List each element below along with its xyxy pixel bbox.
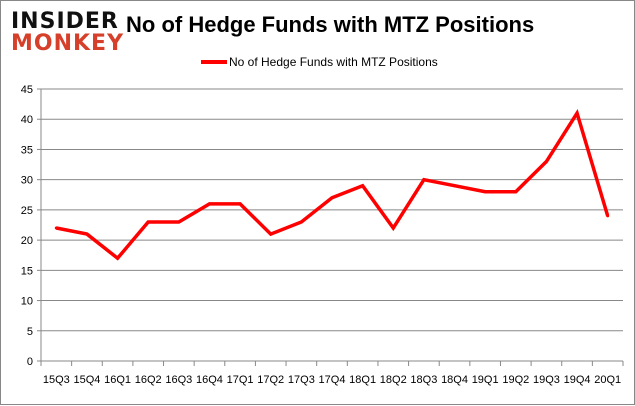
y-tick-label: 20 — [21, 235, 33, 247]
y-tick-label: 30 — [21, 175, 33, 187]
y-tick-label: 15 — [21, 265, 33, 277]
data-point — [514, 190, 518, 194]
x-tick-label: 17Q2 — [257, 374, 284, 386]
x-tick-label: 18Q3 — [410, 374, 437, 386]
legend: No of Hedge Funds with MTZ Positions — [201, 55, 438, 69]
data-point — [422, 178, 426, 182]
x-tick-label: 16Q3 — [165, 374, 192, 386]
x-tick-label: 17Q1 — [227, 374, 254, 386]
data-point — [606, 214, 610, 218]
legend-swatch — [201, 60, 227, 64]
series-line — [55, 108, 610, 261]
insider-monkey-logo: INSIDER MONKEY — [11, 9, 125, 56]
y-tick-label: 25 — [21, 205, 33, 217]
y-tick-label: 10 — [21, 296, 33, 308]
data-point — [330, 196, 334, 200]
chart-title: No of Hedge Funds with MTZ Positions — [126, 12, 535, 37]
x-tick-label: 15Q3 — [43, 374, 70, 386]
x-tick-label: 19Q1 — [472, 374, 499, 386]
data-point — [391, 226, 395, 230]
data-point — [453, 184, 457, 188]
legend-label: No of Hedge Funds with MTZ Positions — [229, 55, 438, 69]
y-tick-label: 5 — [27, 326, 33, 338]
x-tick-label: 20Q1 — [594, 374, 621, 386]
data-point — [361, 184, 365, 188]
y-tick-label: 45 — [21, 84, 33, 96]
data-point — [544, 160, 548, 164]
x-tick-label: 19Q2 — [502, 374, 529, 386]
x-tick-label: 16Q1 — [104, 374, 131, 386]
data-point — [575, 111, 579, 115]
data-point — [207, 202, 211, 206]
y-tick-label: 35 — [21, 144, 33, 156]
logo-line2: MONKEY — [11, 31, 125, 56]
data-point — [299, 220, 303, 224]
data-point — [54, 226, 58, 230]
x-tick-label: 19Q4 — [564, 374, 591, 386]
y-tick-label: 0 — [27, 356, 33, 368]
x-tick-label: 19Q3 — [533, 374, 560, 386]
x-tick-label: 15Q4 — [73, 374, 100, 386]
data-point — [238, 202, 242, 206]
data-point — [177, 220, 181, 224]
data-point — [85, 232, 89, 236]
x-tick-label: 18Q1 — [349, 374, 376, 386]
x-tick-label: 16Q4 — [196, 374, 223, 386]
y-tick-label: 40 — [21, 114, 33, 126]
x-tick-label: 18Q2 — [380, 374, 407, 386]
data-point — [116, 256, 120, 260]
x-tick-label: 18Q4 — [441, 374, 468, 386]
data-point — [483, 190, 487, 194]
x-tick-label: 16Q2 — [135, 374, 162, 386]
x-tick-label: 17Q4 — [319, 374, 346, 386]
data-point — [269, 232, 273, 236]
logo-line1: INSIDER — [11, 9, 119, 34]
x-tick-label: 17Q3 — [288, 374, 315, 386]
data-point — [146, 220, 150, 224]
